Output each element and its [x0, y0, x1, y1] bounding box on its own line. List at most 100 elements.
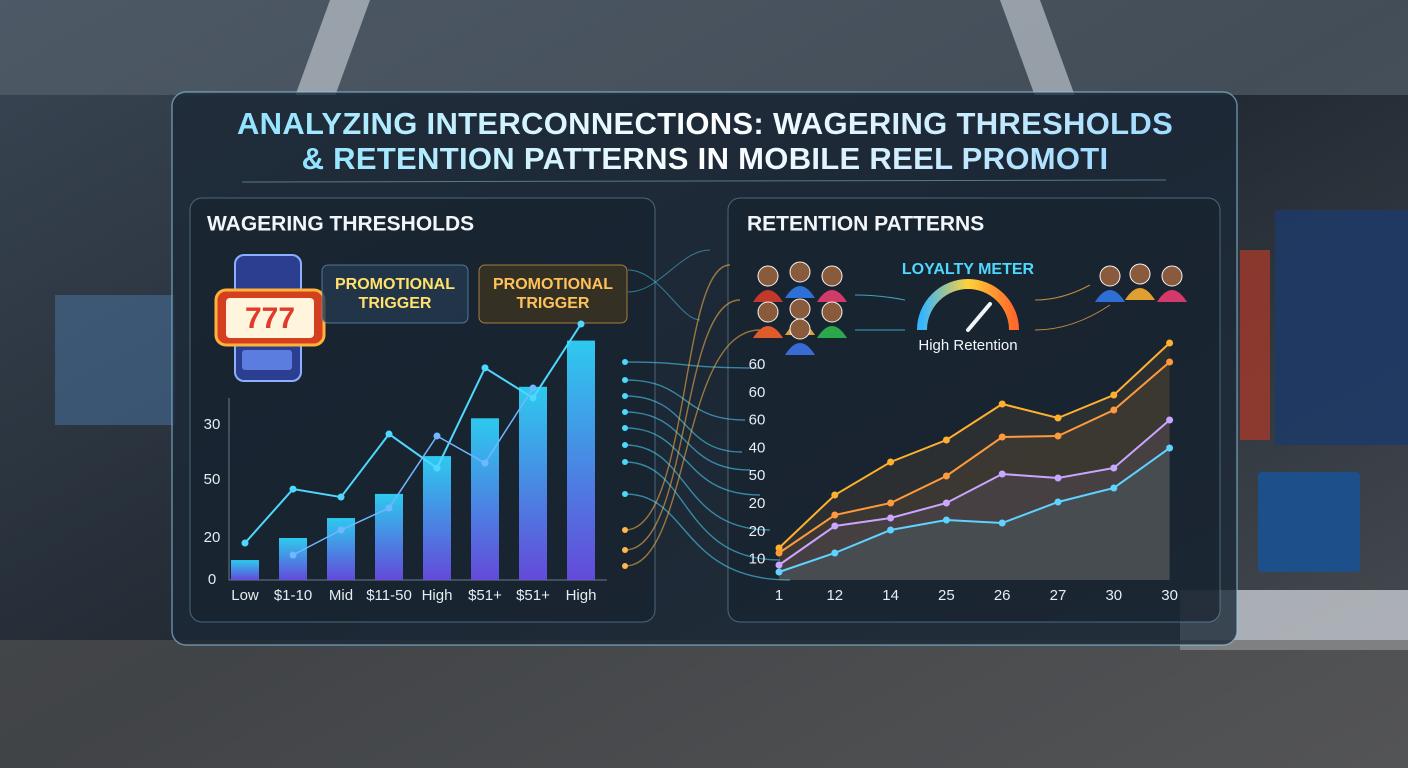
bar [423, 456, 451, 580]
connection-curve [624, 379, 746, 421]
line-point [481, 459, 489, 467]
line-point [998, 470, 1006, 478]
person-head [1099, 265, 1121, 287]
floor [0, 640, 1408, 768]
x-tick-label: 30 [1105, 587, 1122, 604]
y-tick-label: 20 [749, 523, 766, 540]
line-point [1166, 339, 1174, 347]
x-tick-label: 14 [882, 587, 899, 604]
line-point [1110, 391, 1118, 399]
line-point [831, 511, 839, 519]
line [778, 361, 1171, 554]
bar [567, 340, 595, 580]
slot-symbols: 777 [245, 302, 295, 335]
panel-heading: RETENTION PATTERNS [747, 213, 984, 236]
line-point [433, 464, 441, 472]
connection-curve [1034, 284, 1091, 301]
person-head [757, 265, 779, 287]
trigger-text: PROMOTIONAL [335, 276, 455, 293]
person-body [1095, 290, 1125, 302]
connection-dot [622, 425, 628, 431]
x-tick-label: 25 [938, 587, 955, 604]
connection-curve [627, 269, 701, 321]
bar [279, 538, 307, 580]
person-body [753, 290, 783, 302]
line-point [1054, 432, 1062, 440]
connection-curve [624, 461, 781, 561]
y-tick-label: 60 [749, 412, 766, 429]
connection-dot [622, 491, 628, 497]
connection-dot [622, 527, 628, 533]
panel-heading: WAGERING THRESHOLDS [207, 213, 474, 236]
wall-screen [55, 295, 175, 425]
connections [622, 249, 1187, 581]
x-tick-label: 12 [826, 587, 843, 604]
line-point [1054, 414, 1062, 422]
ceiling-light [999, 0, 1075, 95]
line [778, 419, 1171, 566]
y-tick-label: 10 [749, 551, 766, 568]
line-point [998, 433, 1006, 441]
connection-dot [622, 393, 628, 399]
line-point [289, 551, 297, 559]
connection-curve [624, 493, 791, 581]
line-point [433, 432, 441, 440]
x-tick-label: 1 [775, 587, 783, 604]
y-tick-label: 50 [204, 471, 221, 488]
line-point [1110, 406, 1118, 414]
plots: 30 50 20 0 Low $1-10 Mid $11-50 High $51+ $51+ High… [204, 320, 1178, 604]
line-point [942, 472, 950, 480]
x-tick-label: Mid [329, 587, 353, 604]
connection-dot [622, 442, 628, 448]
connection-curve [624, 361, 761, 369]
line-point [385, 504, 393, 512]
line-point [529, 384, 537, 392]
connection-curve [624, 264, 731, 531]
gauge-needle [966, 302, 992, 332]
person-body [1157, 290, 1187, 302]
x-tick-label: $51+ [516, 587, 550, 604]
line-point [337, 526, 345, 534]
x-tick-label: 27 [1050, 587, 1067, 604]
line-point [775, 549, 783, 557]
person-head [1129, 263, 1151, 285]
person-head [757, 301, 779, 323]
line-point [241, 539, 249, 547]
title-rule [241, 179, 1167, 183]
connection-curve [624, 329, 761, 567]
person-head [789, 318, 811, 340]
person-body [1125, 288, 1155, 300]
connection-curve [627, 249, 711, 293]
x-tick-label: 30 [1161, 587, 1178, 604]
line-point [1054, 498, 1062, 506]
y-tick-label: 20 [749, 495, 766, 512]
bar [471, 418, 499, 580]
person-head [789, 298, 811, 320]
line [778, 447, 1171, 573]
trigger-text: PROMOTIONAL [493, 276, 613, 293]
line-point [887, 514, 895, 522]
line-point [1166, 416, 1174, 424]
line-point [887, 458, 895, 466]
person-head [789, 261, 811, 283]
area [779, 362, 1170, 580]
person-head [821, 265, 843, 287]
person-body [753, 326, 783, 338]
gauge-arc [917, 279, 1019, 331]
connection-dot [622, 563, 628, 569]
meter-title: LOYALTY METER [902, 261, 1035, 278]
title-line: ANALYZING INTERCONNECTIONS: WAGERING THR… [237, 106, 1173, 141]
slot-phone-icon: 777 [214, 254, 326, 382]
line-point [942, 499, 950, 507]
line-point [577, 320, 585, 328]
x-tick-label: $51+ [468, 587, 502, 604]
ceiling [0, 0, 1408, 95]
x-tick-label: High [566, 587, 597, 604]
line-point [942, 516, 950, 524]
area [779, 420, 1170, 580]
person-head [821, 301, 843, 323]
line-point [1166, 444, 1174, 452]
trigger-box [321, 264, 469, 324]
